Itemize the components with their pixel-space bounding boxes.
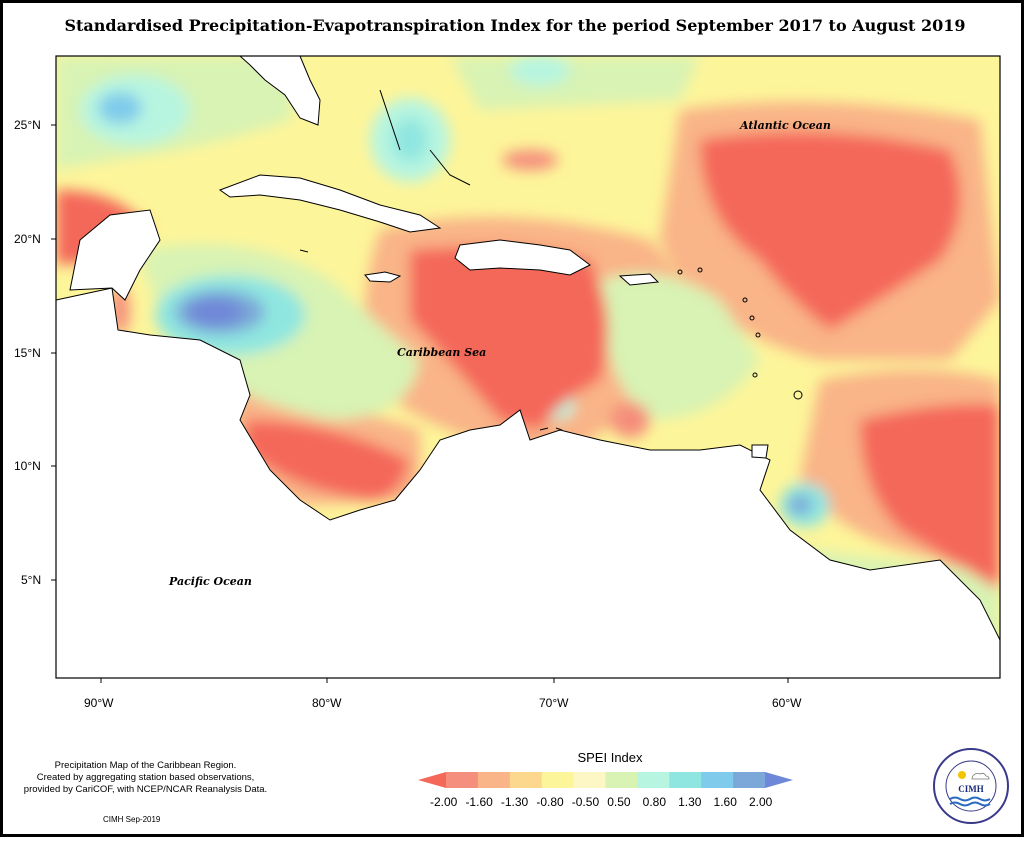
legend-title: SPEI Index [577, 750, 643, 765]
note-line-3: provided by CariCOF, with NCEP/NCAR Rean… [23, 784, 268, 795]
puerto-rico [618, 273, 660, 286]
logo-text: CIMH [958, 784, 984, 794]
legend-swatch [637, 772, 670, 788]
map-credit: CIMH Sep-2019 [103, 815, 161, 824]
map-note: Precipitation Map of the Caribbean Regio… [8, 760, 283, 796]
landmasses [56, 56, 1000, 678]
lon-label-70w: 70°W [539, 696, 569, 710]
lon-label-60w: 60°W [772, 696, 802, 710]
legend-break-label: 1.60 [713, 795, 737, 809]
legend-break-label: 1.30 [678, 795, 702, 809]
lon-label-80w: 80°W [312, 696, 342, 710]
legend-colorbar [418, 772, 793, 788]
legend-swatch [477, 772, 511, 788]
legend-break-label: 0.50 [607, 795, 631, 809]
lon-label-90w: 90°W [84, 696, 114, 710]
lat-label-5n: 5°N [21, 573, 42, 587]
trinidad [751, 444, 769, 459]
map-title: Standardised Precipitation-Evapotranspir… [64, 16, 966, 35]
lon-ticks [100, 678, 789, 683]
wave-icon [949, 796, 991, 802]
legend-break-label: 2.00 [749, 795, 773, 809]
legend-swatch [733, 772, 766, 788]
sun-icon [958, 771, 966, 779]
lat-label-10n: 10°N [14, 459, 41, 473]
pacific-ocean-label: Pacific Ocean [169, 575, 252, 588]
cimh-logo: CIMH [933, 748, 1009, 824]
spei-field [56, 56, 1000, 678]
legend-break-label: -1.30 [500, 795, 529, 809]
legend-break-label: -1.60 [465, 795, 493, 809]
caribbean-sea-label: Caribbean Sea [397, 346, 487, 359]
legend-swatch [701, 772, 734, 788]
cuba [218, 174, 442, 233]
legend-break-label: -2.00 [430, 795, 458, 809]
legend-break-label: 0.80 [642, 795, 667, 809]
central-america [56, 287, 1000, 678]
note-line-2: Created by aggregating station based obs… [36, 772, 255, 783]
lat-ticks [51, 124, 56, 581]
legend-swatch-max [765, 772, 793, 788]
lat-label-20n: 20°N [14, 232, 41, 246]
lat-label-15n: 15°N [14, 346, 41, 360]
lat-label-25n: 25°N [14, 118, 41, 132]
legend-swatch [605, 772, 638, 788]
cloud-icon [971, 772, 990, 780]
hispaniola [454, 239, 591, 276]
yucatan [69, 209, 161, 301]
legend-swatch [446, 772, 479, 788]
small-islands [299, 89, 803, 431]
atlantic-ocean-label: Atlantic Ocean [740, 119, 831, 132]
legend-swatch [541, 772, 575, 788]
jamaica [364, 271, 402, 283]
legend-break-label: -0.80 [536, 795, 564, 809]
map-border [55, 55, 1001, 679]
legend-swatch [573, 772, 606, 788]
florida [239, 56, 321, 126]
legend-swatch-min [418, 772, 446, 788]
note-line-1: Precipitation Map of the Caribbean Regio… [54, 760, 237, 771]
legend-break-label: -0.50 [571, 795, 600, 809]
legend-swatch [669, 772, 702, 788]
legend-swatch [509, 772, 543, 788]
